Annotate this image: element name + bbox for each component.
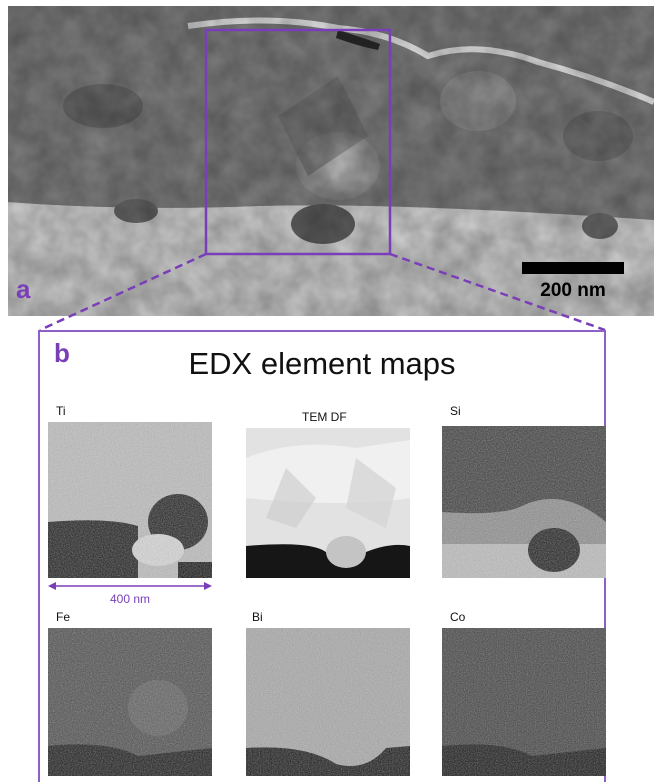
scale-bar-label: 200 nm [540, 280, 606, 301]
scale-bar [522, 262, 624, 274]
fe-element-map [48, 628, 212, 784]
edx-panel-title: EDX element maps [188, 346, 456, 381]
map-label-tem-df: TEM DF [302, 410, 347, 424]
si-element-map [442, 426, 606, 582]
map-label-ti: Ti [56, 404, 66, 418]
map-label-co: Co [450, 610, 466, 624]
tem-df-map [246, 428, 410, 584]
co-element-map [442, 628, 606, 784]
map-label-si: Si [450, 404, 461, 418]
panel-letter-a: a [16, 274, 31, 304]
bi-element-map [246, 628, 410, 784]
map-label-fe: Fe [56, 610, 71, 624]
dimension-arrow [48, 582, 212, 590]
ti-element-map [48, 422, 212, 578]
dimension-label: 400 nm [109, 592, 151, 606]
panel-letter-b: b [54, 338, 70, 368]
map-label-bi: Bi [252, 610, 263, 624]
